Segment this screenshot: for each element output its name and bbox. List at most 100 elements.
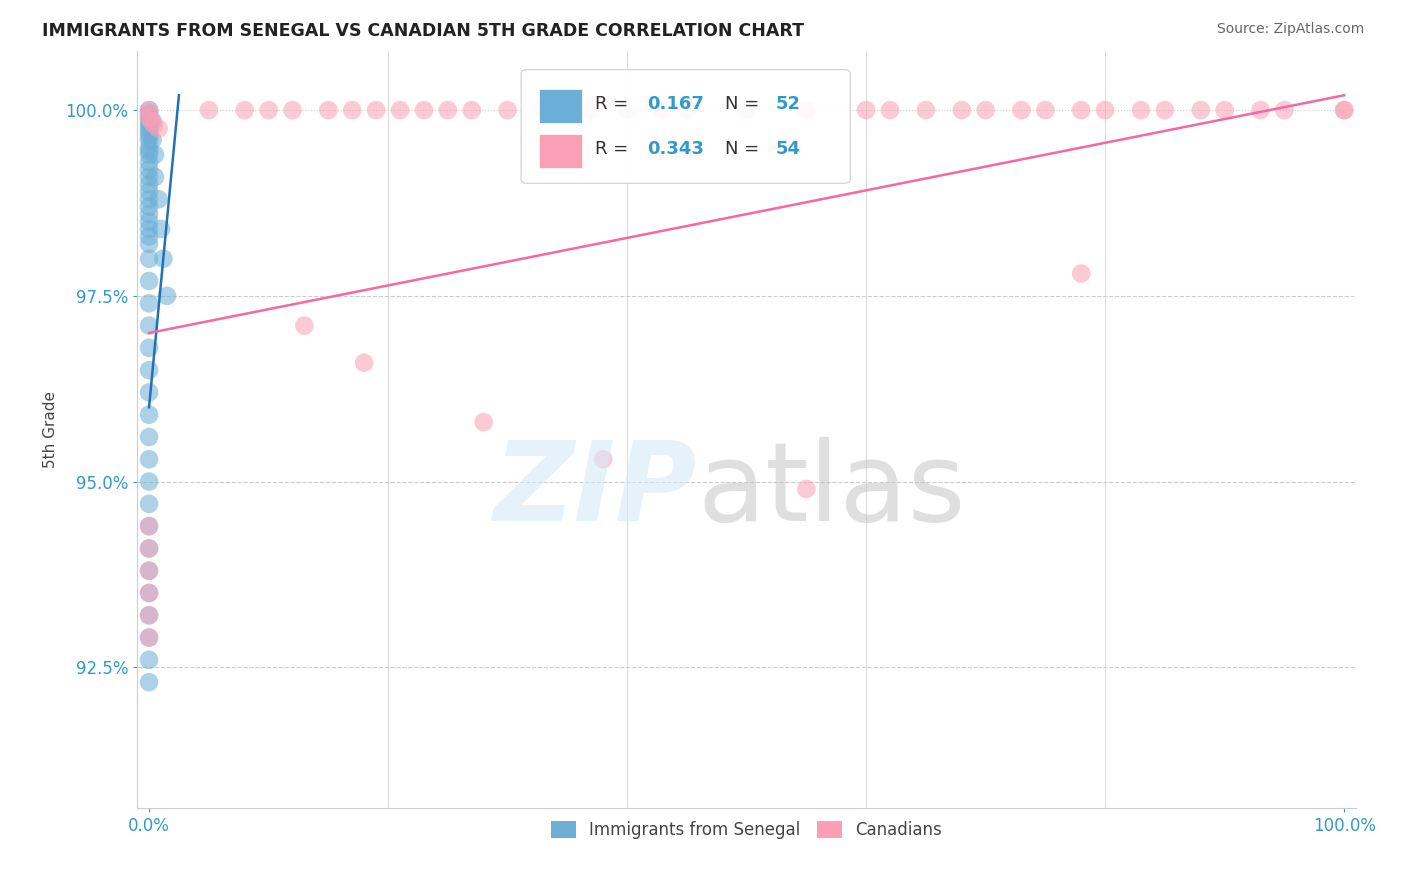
Point [138,608,160,623]
Text: atlas: atlas [697,437,966,544]
Point [138,385,160,400]
Point [138,169,160,184]
Point [138,452,160,467]
Point [496,103,519,117]
Point [533,103,555,117]
Point [138,631,160,645]
Point [138,103,160,117]
Point [353,356,375,370]
Point [437,103,460,117]
Point [1213,103,1236,117]
Text: 0.343: 0.343 [647,140,703,158]
Point [592,452,614,467]
Point [652,103,675,117]
Point [1154,103,1177,117]
Text: ZIP: ZIP [495,437,697,544]
Text: R =: R = [596,95,628,112]
Point [138,608,160,623]
Point [1274,103,1296,117]
Point [138,155,160,169]
Point [1333,103,1355,117]
Point [138,631,160,645]
Point [138,519,160,533]
Point [138,318,160,333]
Point [148,192,170,206]
Point [138,125,160,139]
Point [1333,103,1355,117]
Point [974,103,997,117]
Point [676,103,699,117]
Point [581,103,603,117]
Point [156,289,179,303]
Text: 54: 54 [776,140,801,158]
Point [138,252,160,266]
Point [143,169,166,184]
Point [616,103,638,117]
Text: IMMIGRANTS FROM SENEGAL VS CANADIAN 5TH GRADE CORRELATION CHART: IMMIGRANTS FROM SENEGAL VS CANADIAN 5TH … [42,22,804,40]
Point [281,103,304,117]
Point [138,107,160,121]
Point [1250,103,1272,117]
Point [152,252,174,266]
Text: 0.167: 0.167 [647,95,703,112]
Point [796,482,818,496]
Point [138,207,160,221]
Point [138,147,160,161]
Point [138,564,160,578]
Point [138,430,160,444]
Point [142,114,165,128]
Point [855,103,877,117]
Point [138,274,160,288]
Point [950,103,973,117]
Point [138,111,160,125]
FancyBboxPatch shape [540,88,582,123]
Point [138,107,160,121]
Point [138,653,160,667]
Point [138,192,160,206]
Point [796,103,818,117]
Point [1094,103,1116,117]
Point [915,103,938,117]
Point [461,103,484,117]
Point [233,103,256,117]
Point [138,185,160,199]
Point [138,133,160,147]
Point [879,103,901,117]
Point [138,296,160,310]
Point [138,675,160,690]
Point [138,564,160,578]
Point [138,214,160,228]
Point [138,519,160,533]
Point [138,475,160,489]
Point [148,121,170,136]
Point [138,229,160,244]
Point [143,147,166,161]
Y-axis label: 5th Grade: 5th Grade [44,391,58,468]
Point [138,586,160,600]
Point [735,103,758,117]
Point [1011,103,1033,117]
Point [138,144,160,158]
Point [138,114,160,128]
Text: N =: N = [724,140,759,158]
Point [413,103,436,117]
Point [138,408,160,422]
Text: Source: ZipAtlas.com: Source: ZipAtlas.com [1216,22,1364,37]
Point [557,103,579,117]
Point [138,162,160,177]
Point [342,103,364,117]
Point [257,103,280,117]
Point [138,200,160,214]
Point [138,341,160,355]
Point [138,111,160,125]
FancyBboxPatch shape [540,134,582,168]
FancyBboxPatch shape [522,70,851,183]
Point [138,129,160,144]
Point [150,222,173,236]
Point [142,133,165,147]
Point [141,114,163,128]
Text: N =: N = [724,95,759,112]
Point [1070,103,1092,117]
Point [138,121,160,136]
Point [1070,267,1092,281]
